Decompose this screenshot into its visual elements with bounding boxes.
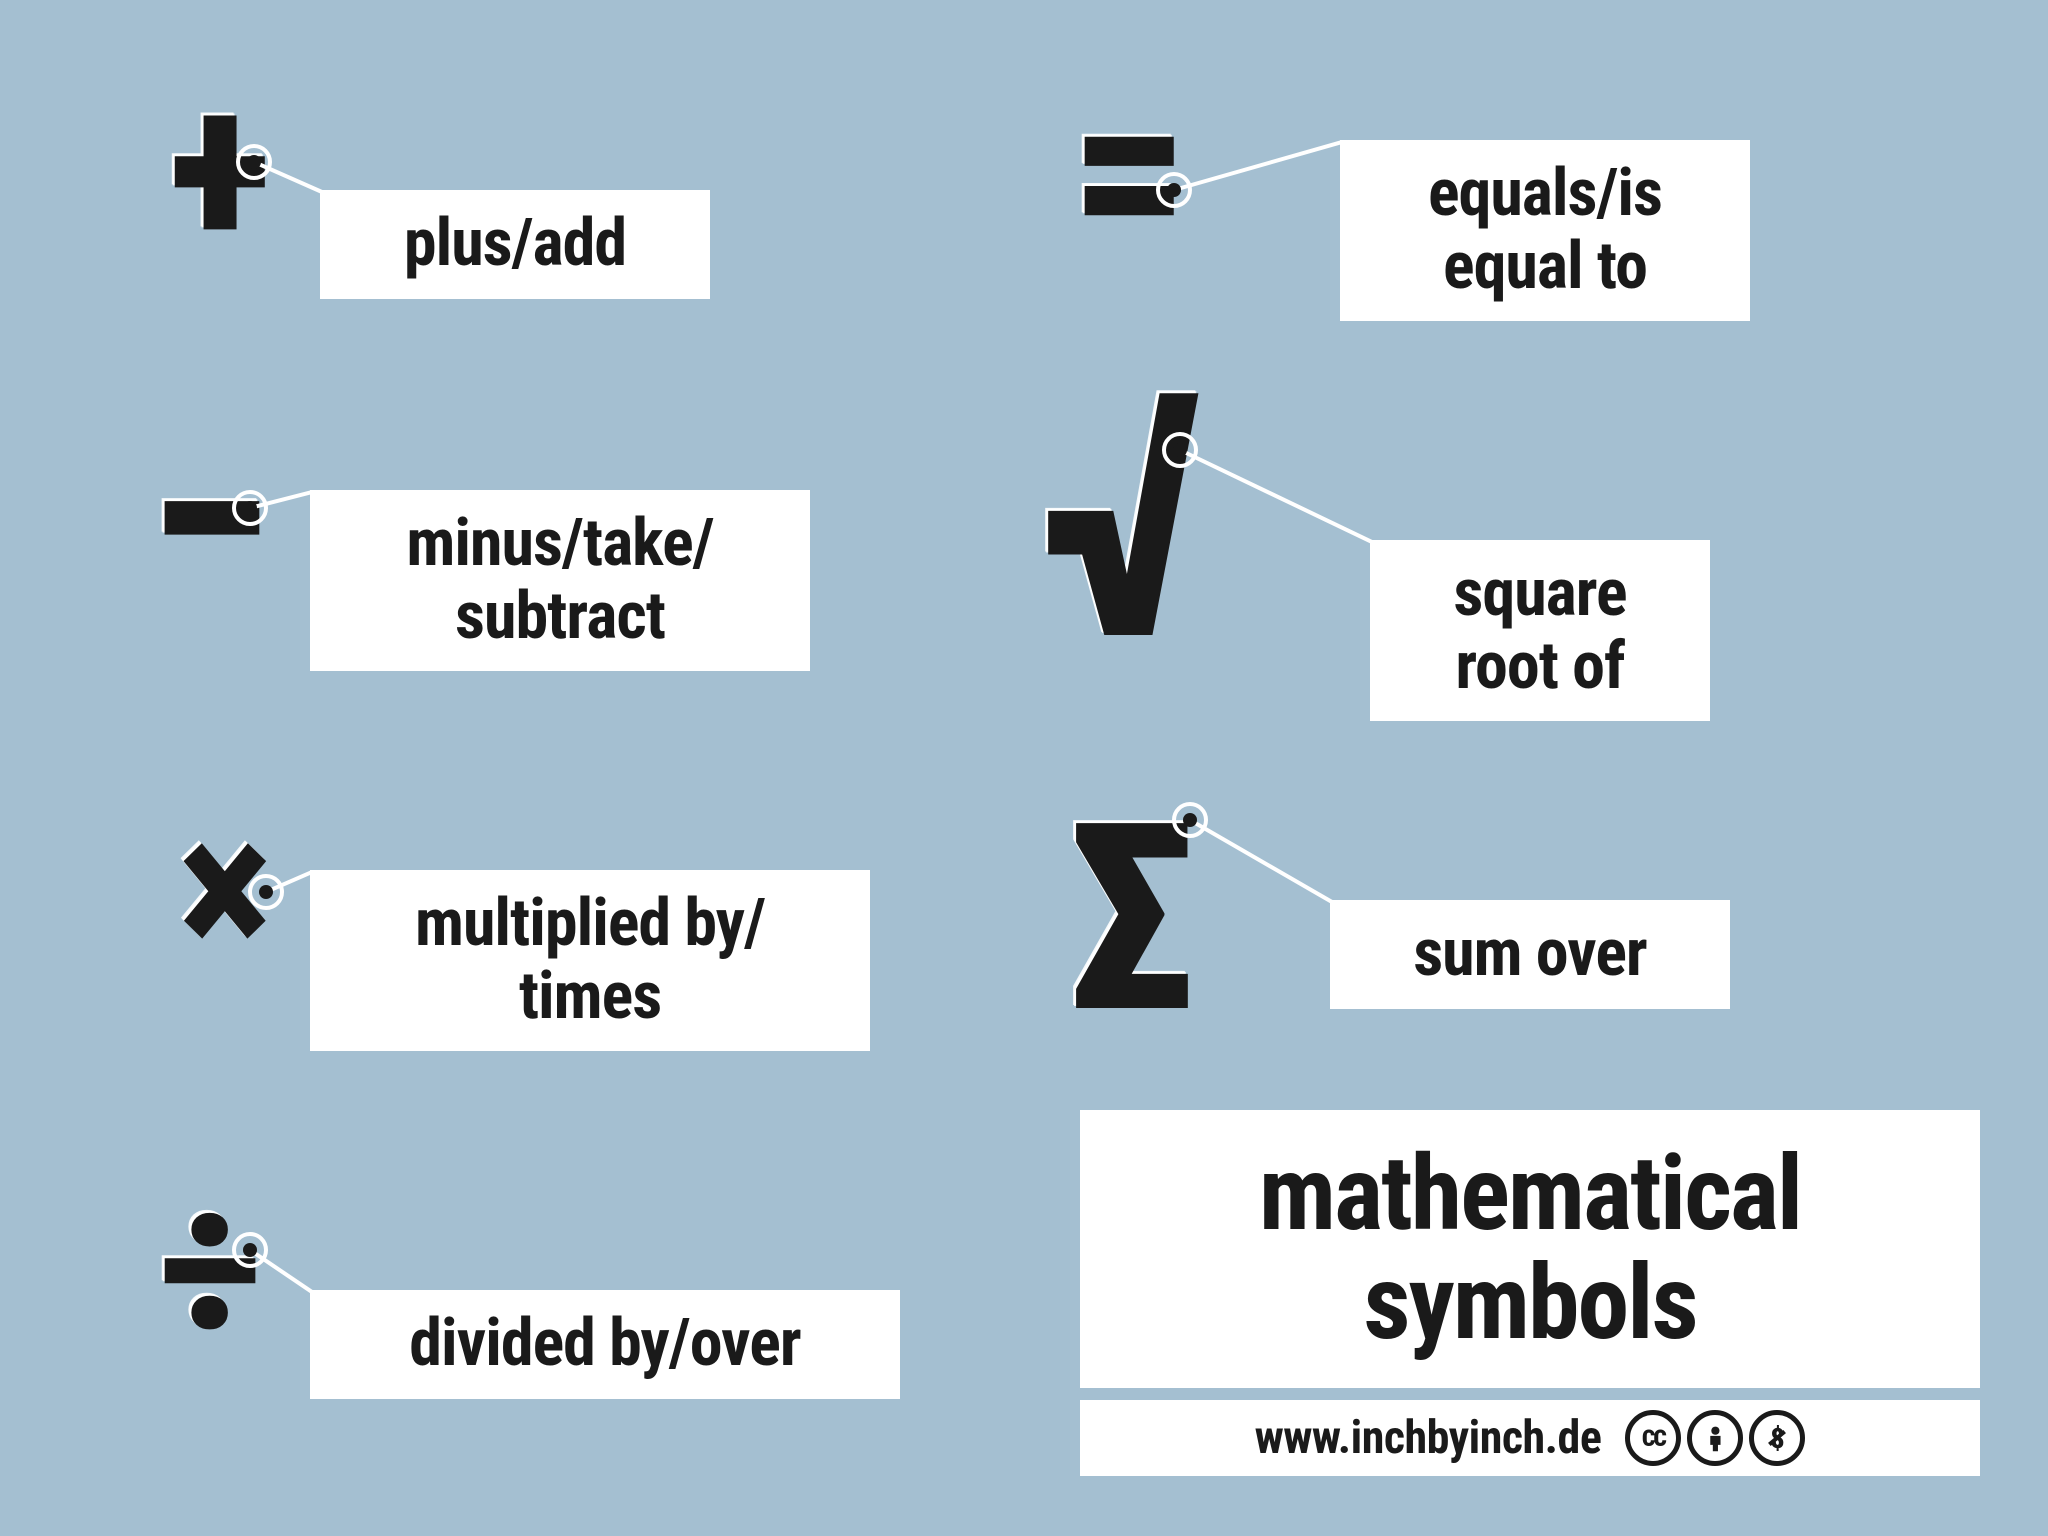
minus-label: minus/take/ subtract [310,490,810,671]
title: mathematical symbols [1080,1110,1980,1388]
sqrt-symbol: √ [990,340,1250,700]
minus-symbol: − [110,460,310,580]
cc-by-icon [1687,1410,1743,1466]
sigma-connector-dot [1183,813,1197,827]
cc-nc-icon: $ [1749,1410,1805,1466]
license-icons: CC $ [1625,1410,1805,1466]
plus-symbol: + [130,80,310,260]
sqrt-label: square root of [1370,540,1710,721]
plus-connector-dot [247,155,261,169]
times-connector-dot [259,885,273,899]
minus-connector-dot [243,501,257,515]
times-label: multiplied by/ times [310,870,870,1051]
equals-symbol: = [1030,80,1230,260]
divide-label: divided by/over [310,1290,900,1399]
cc-cc-icon: CC [1625,1410,1681,1466]
sqrt-connector-dot [1173,443,1187,457]
times-symbol: × [135,800,315,980]
plus-label: plus/add [320,190,710,299]
footer-url[interactable]: www.inchbyinch.de [1255,1411,1602,1465]
infographic-canvas: +plus/add −minus/take/ subtract ×multiplie… [0,0,2048,1536]
sigma-label: sum over [1330,900,1730,1009]
equals-connector-dot [1167,183,1181,197]
divide-connector-dot [243,1243,257,1257]
footer: www.inchbyinch.de CC $ [1080,1400,1980,1476]
equals-label: equals/is equal to [1340,140,1750,321]
